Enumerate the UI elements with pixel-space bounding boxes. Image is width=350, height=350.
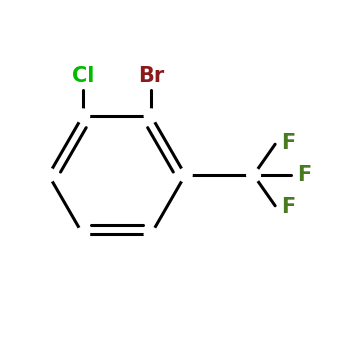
Circle shape — [76, 109, 90, 122]
Circle shape — [76, 228, 90, 241]
Circle shape — [178, 168, 192, 182]
Text: F: F — [297, 165, 312, 185]
Circle shape — [42, 168, 55, 182]
Text: F: F — [281, 133, 295, 153]
Text: Cl: Cl — [71, 66, 94, 86]
Text: F: F — [281, 197, 295, 217]
Circle shape — [144, 228, 158, 241]
Circle shape — [144, 109, 158, 122]
Circle shape — [247, 168, 260, 182]
Text: Br: Br — [138, 66, 164, 86]
